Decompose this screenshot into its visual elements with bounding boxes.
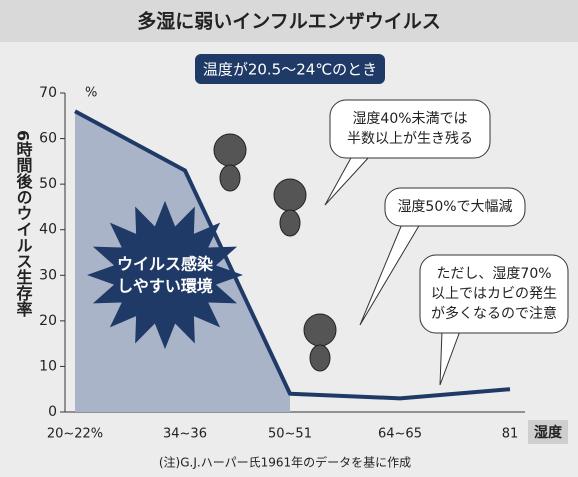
y-tick-label: 40 bbox=[39, 222, 57, 238]
chart: 多湿に弱いインフルエンザウイルス 温度が20.5～24℃のとき 6時間後のウイル… bbox=[0, 0, 578, 477]
y-tick-label: 0 bbox=[48, 404, 57, 420]
x-axis-label: 湿度 bbox=[534, 424, 563, 441]
note: (注)G.J.ハーパー氏1961年のデータを基に作成 bbox=[159, 455, 411, 470]
devil-body bbox=[280, 210, 300, 236]
burst-text: しやすい環境 bbox=[117, 277, 213, 296]
x-tick-label: 20~22% bbox=[47, 427, 103, 442]
devil-body bbox=[310, 345, 330, 371]
y-axis-label: 6時間後のウイルス生存率 bbox=[14, 130, 33, 318]
y-tick-label: 50 bbox=[39, 176, 57, 192]
y-tick-label: 10 bbox=[39, 358, 57, 374]
x-tick-label: 34~36 bbox=[163, 427, 207, 442]
y-unit: % bbox=[85, 86, 97, 101]
chart-title: 多湿に弱いインフルエンザウイルス bbox=[137, 10, 440, 33]
x-tick-label: 81 bbox=[502, 427, 519, 442]
devil-body bbox=[220, 165, 240, 191]
y-tick-label: 30 bbox=[39, 267, 57, 283]
burst-text: ウイルス感染 bbox=[117, 255, 214, 274]
starburst bbox=[87, 201, 243, 349]
annotation: ただし、湿度70% bbox=[436, 266, 551, 282]
y-tick-label: 20 bbox=[39, 313, 57, 329]
devil-head bbox=[274, 179, 306, 211]
annotation: 湿度40%未満では bbox=[352, 111, 467, 127]
devil-head bbox=[214, 134, 246, 166]
y-tick-label: 70 bbox=[39, 85, 57, 101]
x-tick-label: 50~51 bbox=[268, 427, 312, 442]
devil-head bbox=[304, 314, 336, 346]
annotation: 以上ではカビの発生 bbox=[431, 286, 557, 302]
speech-bubble bbox=[330, 100, 490, 158]
subtitle: 温度が20.5～24℃のとき bbox=[203, 61, 377, 79]
annotation: 半数以上が生き残る bbox=[347, 131, 473, 147]
y-tick-label: 60 bbox=[39, 131, 57, 147]
annotation: が多くなるので注意 bbox=[431, 305, 557, 322]
x-tick-label: 64~65 bbox=[378, 427, 422, 442]
annotation: 湿度50%で大幅減 bbox=[397, 198, 512, 215]
